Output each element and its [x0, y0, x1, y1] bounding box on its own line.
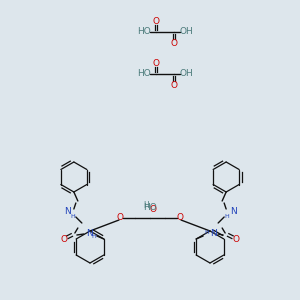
Text: O: O — [152, 16, 160, 26]
Text: O: O — [152, 58, 160, 68]
Text: O: O — [60, 235, 68, 244]
Text: HO: HO — [137, 70, 151, 79]
Text: O: O — [116, 214, 124, 223]
Text: H: H — [143, 202, 149, 211]
Text: H: H — [205, 230, 209, 236]
Text: OH: OH — [179, 70, 193, 79]
Text: O: O — [149, 205, 157, 214]
Text: H: H — [70, 214, 75, 218]
Text: H: H — [225, 214, 230, 218]
Text: OH: OH — [179, 28, 193, 37]
Text: HO: HO — [143, 203, 157, 212]
Text: H: H — [92, 235, 96, 239]
Text: O: O — [170, 38, 178, 47]
Text: N: N — [86, 229, 93, 238]
Text: HO: HO — [137, 28, 151, 37]
Text: O: O — [170, 80, 178, 89]
Text: O: O — [232, 235, 240, 244]
Text: N: N — [230, 206, 236, 215]
Text: N: N — [210, 229, 217, 238]
Text: N: N — [64, 206, 71, 215]
Text: O: O — [176, 214, 184, 223]
